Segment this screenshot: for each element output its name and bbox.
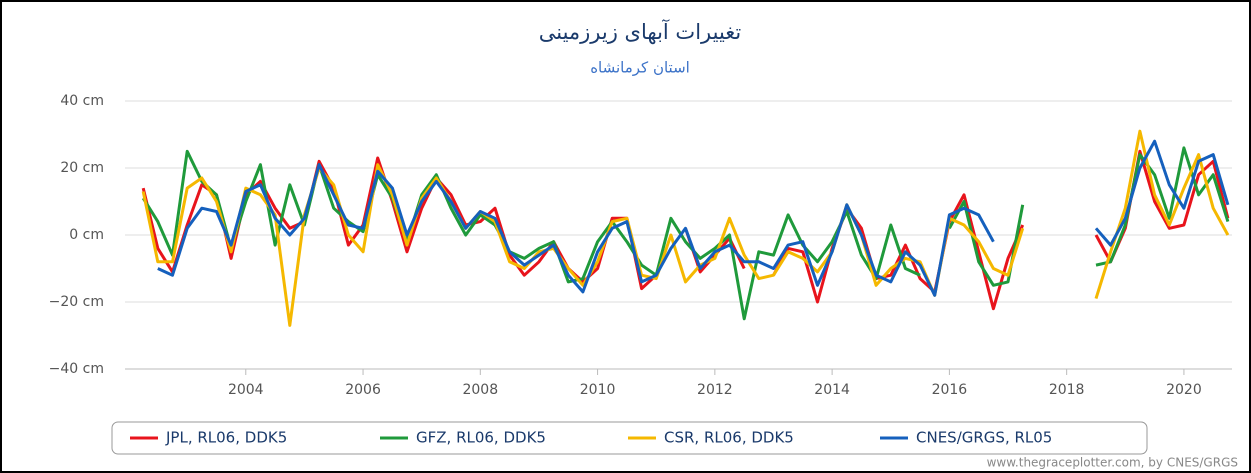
series-line	[1094, 139, 1230, 247]
y-tick-label: −40 cm	[49, 361, 104, 377]
y-tick-label: −20 cm	[49, 294, 104, 310]
legend-label: JPL, RL06, DDK5	[165, 429, 287, 447]
legend-label: GFZ, RL06, DDK5	[416, 429, 546, 447]
chart-title: تغییرات آبهای زیرزمینی	[539, 19, 742, 44]
credit: www.thegraceplotter.com, by CNES/GRGS	[987, 456, 1238, 470]
x-tick-label: 2010	[580, 382, 616, 398]
x-tick-label: 2008	[462, 382, 498, 398]
x-tick-label: 2016	[932, 382, 968, 398]
y-tick-label: 20 cm	[60, 160, 104, 176]
chart-subtitle: استان کرمانشاه	[590, 59, 690, 77]
x-tick-label: 2012	[697, 382, 733, 398]
x-tick-label: 2006	[345, 382, 381, 398]
series-line	[157, 163, 995, 297]
x-tick-label: 2018	[1049, 382, 1085, 398]
legend-label: CSR, RL06, DDK5	[664, 429, 794, 447]
legend-label: CNES/GRGS, RL05	[916, 429, 1052, 447]
y-tick-label: 0 cm	[69, 227, 104, 243]
x-tick-label: 2020	[1166, 382, 1202, 398]
x-tick-label: 2004	[228, 382, 264, 398]
series-line	[772, 193, 1025, 311]
y-tick-label: 40 cm	[60, 93, 104, 109]
series-line	[141, 149, 921, 321]
x-tick-label: 2014	[814, 382, 850, 398]
series-line	[141, 163, 1025, 327]
